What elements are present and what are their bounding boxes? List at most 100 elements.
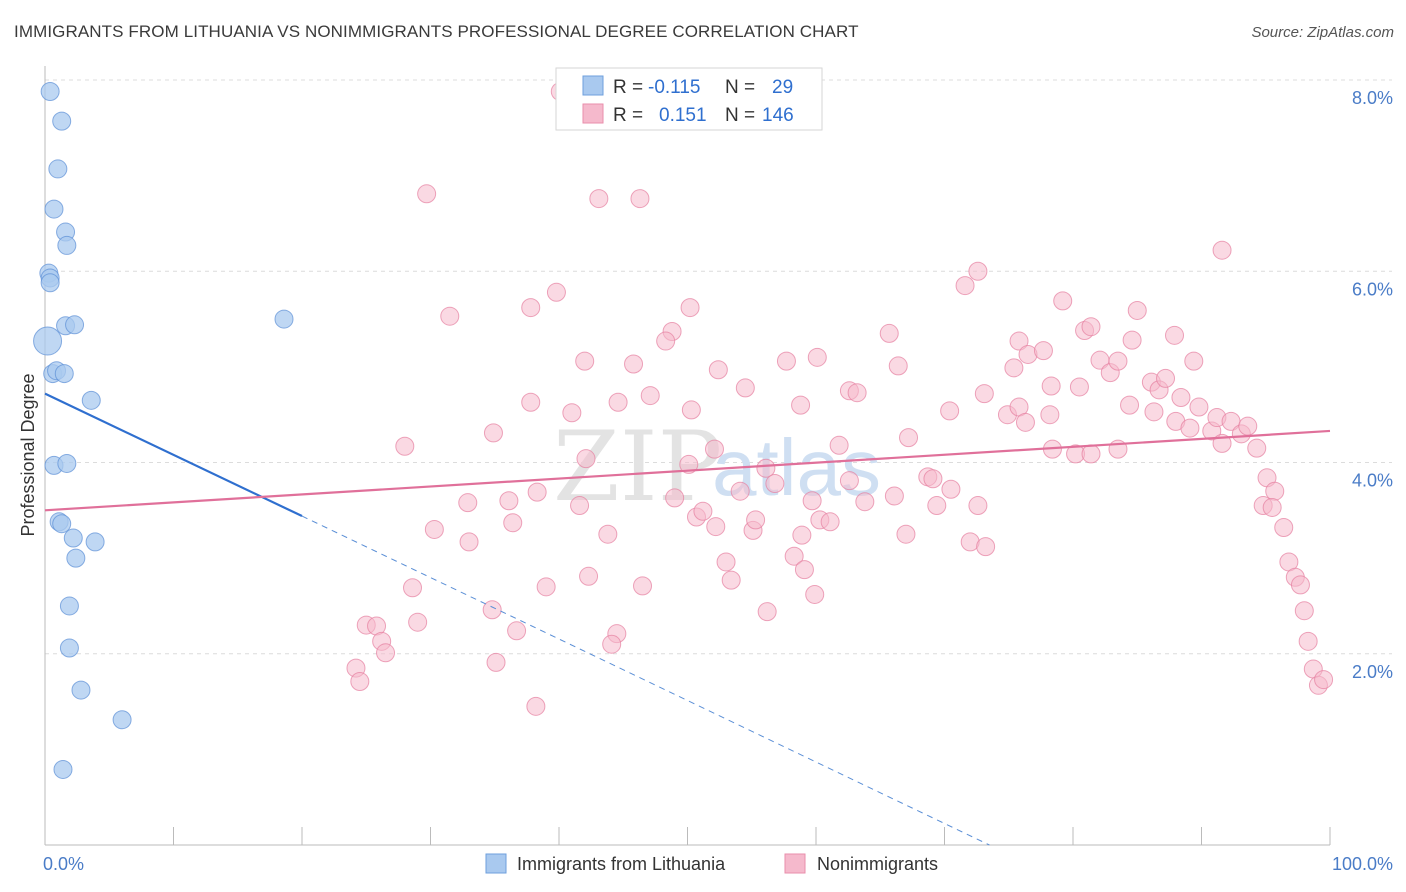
chart-title: IMMIGRANTS FROM LITHUANIA VS NONIMMIGRAN… [14, 22, 859, 41]
legend-r-value-1: -0.115 [648, 77, 700, 98]
point-nonimmigrant-113 [665, 488, 685, 508]
point-nonimmigrant-48 [681, 400, 701, 420]
point-nonimmigrant-55 [940, 401, 960, 421]
point-nonimmigrant-47 [640, 386, 660, 406]
point-nonimmigrant-21 [1004, 358, 1024, 378]
point-lithuania-19 [52, 514, 72, 534]
point-nonimmigrant-67 [1180, 418, 1200, 438]
point-nonimmigrant-23 [1033, 341, 1053, 361]
point-nonimmigrant-28 [1081, 317, 1101, 337]
point-nonimmigrant-98 [459, 532, 479, 552]
point-lithuania-1 [52, 111, 72, 131]
point-nonimmigrant-78 [1262, 497, 1282, 517]
point-nonimmigrant-59 [1040, 405, 1060, 425]
y-tick-labels: 2.0% 4.0% 6.0% 8.0% [1352, 88, 1393, 682]
y-tick-label-0: 2.0% [1352, 662, 1393, 682]
point-nonimmigrant-74 [1247, 438, 1267, 458]
legend-n-label-2: N = [725, 105, 755, 126]
point-nonimmigrant-142 [976, 537, 996, 557]
point-lithuania-15 [81, 390, 101, 410]
point-nonimmigrant-116 [693, 501, 713, 521]
point-lithuania-3 [44, 199, 64, 219]
point-nonimmigrant-73 [1238, 416, 1258, 436]
point-nonimmigrant-135 [896, 524, 916, 544]
point-nonimmigrant-99 [499, 491, 519, 511]
point-nonimmigrant-20 [1009, 331, 1029, 351]
point-nonimmigrant-43 [483, 423, 503, 443]
point-nonimmigrant-125 [784, 546, 804, 566]
point-nonimmigrant-145 [757, 602, 777, 622]
point-nonimmigrant-138 [927, 496, 947, 516]
point-nonimmigrant-40 [1189, 397, 1209, 417]
point-nonimmigrant-108 [579, 566, 599, 586]
point-lithuania-5 [57, 235, 77, 255]
point-nonimmigrant-82 [1290, 575, 1310, 595]
point-lithuania-10 [65, 315, 85, 335]
point-lithuania-24 [59, 638, 79, 658]
point-nonimmigrant-139 [941, 479, 961, 499]
legend-r-label-2: R = [613, 105, 643, 126]
point-nonimmigrant-42 [395, 436, 415, 456]
point-nonimmigrant-141 [968, 496, 988, 516]
point-nonimmigrant-122 [746, 510, 766, 530]
point-lithuania-14 [54, 364, 74, 384]
point-nonimmigrant-1 [417, 184, 437, 204]
point-nonimmigrant-36 [1165, 325, 1185, 345]
point-nonimmigrant-100 [503, 513, 523, 533]
point-nonimmigrant-133 [855, 492, 875, 512]
point-nonimmigrant-12 [708, 360, 728, 380]
point-nonimmigrant-103 [526, 696, 546, 716]
point-nonimmigrant-127 [802, 491, 822, 511]
series-legend: Immigrants from Lithuania Nonimmigrants [485, 853, 938, 874]
point-lithuania-8 [40, 273, 60, 293]
point-nonimmigrant-96 [424, 519, 444, 539]
point-nonimmigrant-92 [376, 643, 396, 663]
point-nonimmigrant-109 [598, 524, 618, 544]
point-nonimmigrant-76 [1265, 481, 1285, 501]
point-nonimmigrant-26 [1069, 377, 1089, 397]
point-nonimmigrant-13 [776, 351, 796, 371]
point-nonimmigrant-16 [888, 356, 908, 376]
axes [44, 66, 1331, 846]
point-lithuania-22 [66, 548, 86, 568]
point-lithuania-25 [71, 680, 91, 700]
point-nonimmigrant-24 [1041, 376, 1061, 396]
point-nonimmigrant-117 [706, 517, 726, 537]
data-points [33, 81, 1334, 779]
point-nonimmigrant-39 [1171, 387, 1191, 407]
point-nonimmigrant-106 [486, 652, 506, 672]
legend-swatch-lithuania [582, 75, 604, 96]
point-nonimmigrant-102 [536, 577, 556, 597]
trend-line-nonimmigrants [44, 429, 1331, 512]
x-tick-labels: 0.0% 100.0% [43, 854, 1393, 874]
point-lithuania-20 [63, 528, 83, 548]
point-nonimmigrant-17 [955, 276, 975, 296]
point-nonimmigrant-111 [602, 634, 622, 654]
point-lithuania-27 [53, 759, 73, 779]
point-nonimmigrant-19 [974, 384, 994, 404]
trend-line-lithuania [44, 392, 303, 518]
bottom-legend-label-nonimmigrants: Nonimmigrants [817, 854, 938, 874]
point-nonimmigrant-95 [350, 671, 370, 691]
trend-line-lithuania-extension [301, 515, 990, 846]
point-lithuania-28 [274, 309, 294, 329]
point-nonimmigrant-58 [1015, 412, 1035, 432]
bottom-legend-swatch-lithuania [485, 853, 507, 874]
point-nonimmigrant-107 [570, 496, 590, 516]
legend-n-label-1: N = [725, 77, 755, 98]
point-nonimmigrant-64 [1120, 395, 1140, 415]
point-nonimmigrant-5 [521, 298, 541, 318]
point-nonimmigrant-87 [1314, 670, 1334, 690]
point-lithuania-17 [57, 453, 77, 473]
point-nonimmigrant-15 [879, 323, 899, 343]
y-tick-label-3: 8.0% [1352, 88, 1393, 108]
point-nonimmigrant-132 [839, 471, 859, 491]
bottom-legend-swatch-nonimmigrants [784, 853, 806, 874]
correlation-legend: R = -0.115 N = 29 R = 0.151 N = 146 [555, 67, 823, 131]
point-nonimmigrant-112 [633, 576, 653, 596]
point-nonimmigrant-124 [765, 474, 785, 494]
point-nonimmigrant-32 [1122, 330, 1142, 350]
point-nonimmigrant-2 [589, 189, 609, 209]
point-nonimmigrant-53 [847, 383, 867, 403]
